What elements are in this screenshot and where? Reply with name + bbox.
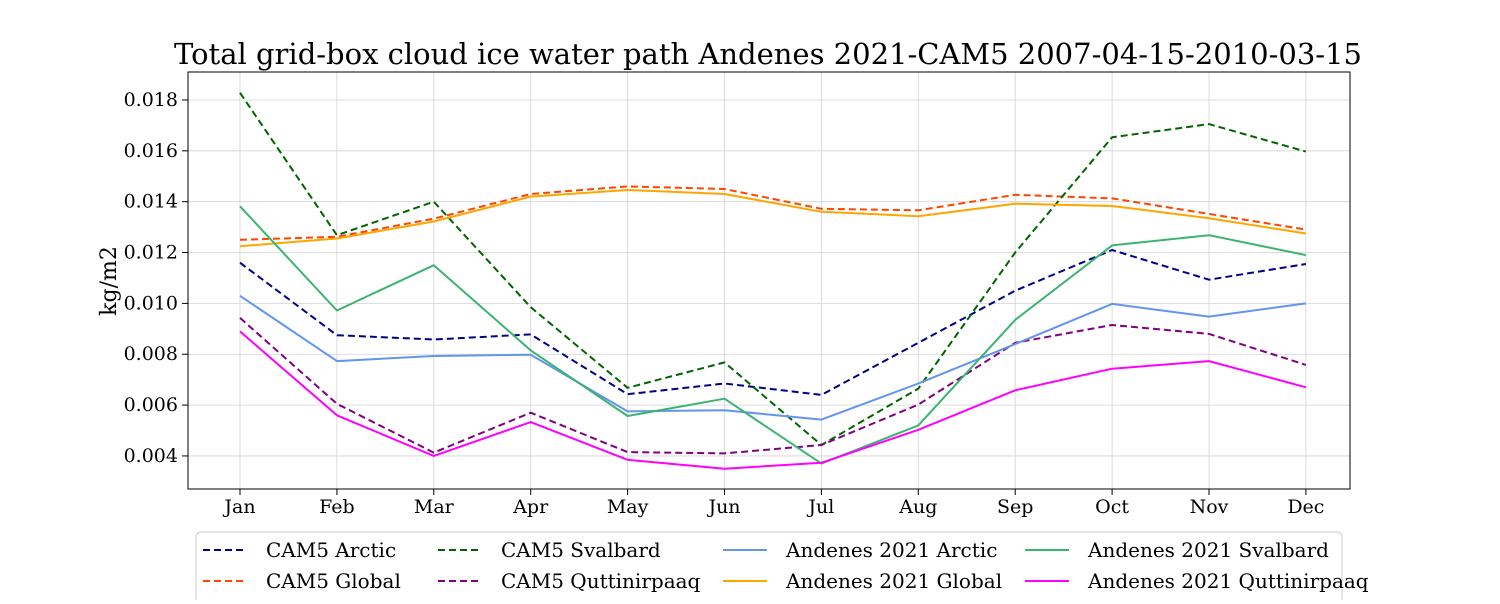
x-tick-label: Nov bbox=[1190, 496, 1229, 518]
legend-label: CAM5 Global bbox=[266, 569, 401, 593]
legend-label: Andenes 2021 Global bbox=[785, 569, 1002, 593]
x-tick-label: Feb bbox=[319, 496, 355, 518]
legend-label: Andenes 2021 Svalbard bbox=[1087, 538, 1329, 562]
series-line bbox=[239, 317, 1307, 455]
plot-frame bbox=[187, 71, 1351, 490]
x-tick-label: Oct bbox=[1095, 496, 1129, 518]
x-tick-label: Sep bbox=[997, 496, 1033, 518]
legend-label: Andenes 2021 Quttinirpaaq bbox=[1087, 569, 1369, 593]
x-tick-label: Apr bbox=[512, 496, 549, 518]
series-line bbox=[239, 294, 1307, 421]
series-line bbox=[239, 92, 1307, 446]
y-tick-label: 0.012 bbox=[124, 242, 178, 264]
series-line bbox=[239, 205, 1307, 465]
legend-label: Andenes 2021 Arctic bbox=[785, 538, 997, 562]
x-tick-label: May bbox=[607, 496, 649, 518]
chart-title: Total grid-box cloud ice water path Ande… bbox=[174, 37, 1362, 71]
legend: CAM5 Arctic CAM5 Global CAM5 Svalbard CAM5 … bbox=[195, 531, 1369, 604]
x-axis: Jan Feb Mar Apr May Jun Jul Aug Sep Oct Nov Dec bbox=[222, 489, 1324, 518]
x-tick-label: Aug bbox=[898, 496, 937, 518]
y-axis-label: kg/m2 bbox=[97, 246, 122, 316]
x-tick-label: Mar bbox=[414, 496, 455, 518]
y-tick-label: 0.016 bbox=[124, 140, 178, 162]
series-line bbox=[239, 249, 1307, 396]
x-tick-label: Jun bbox=[706, 496, 740, 518]
y-tick-label: 0.010 bbox=[124, 292, 178, 314]
y-tick-label: 0.018 bbox=[124, 89, 178, 111]
x-tick-label: Jul bbox=[806, 496, 834, 518]
y-tick-label: 0.006 bbox=[124, 394, 178, 416]
y-axis: 0.004 0.006 0.008 0.010 0.012 0.014 0.016 0.018 bbox=[124, 89, 188, 467]
legend-label: CAM5 Arctic bbox=[266, 538, 396, 562]
x-tick-label: Jan bbox=[222, 496, 255, 518]
y-tick-label: 0.014 bbox=[124, 191, 178, 213]
series-line bbox=[239, 189, 1307, 248]
series-line bbox=[239, 185, 1307, 241]
y-tick-label: 0.008 bbox=[124, 343, 178, 365]
y-tick-label: 0.004 bbox=[124, 445, 178, 467]
legend-label: CAM5 Svalbard bbox=[501, 538, 661, 562]
x-tick-label: Dec bbox=[1287, 496, 1324, 518]
series-line bbox=[239, 330, 1307, 470]
legend-label: CAM5 Quttinirpaaq bbox=[501, 569, 701, 593]
series-lines bbox=[239, 92, 1307, 470]
